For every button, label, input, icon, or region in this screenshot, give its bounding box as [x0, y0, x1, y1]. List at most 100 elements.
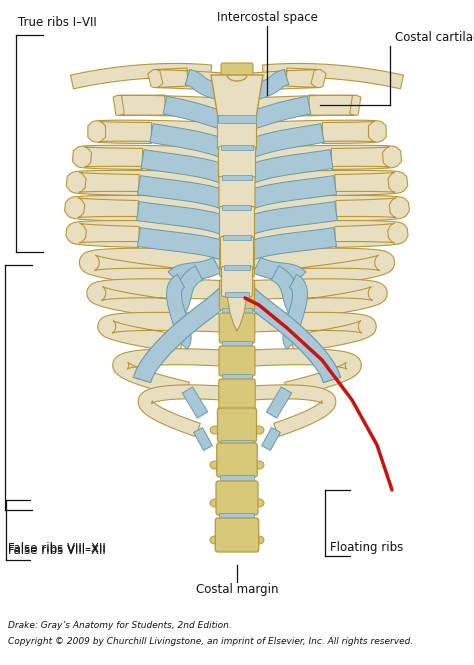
Ellipse shape: [210, 426, 220, 434]
FancyBboxPatch shape: [218, 116, 256, 150]
Polygon shape: [66, 221, 221, 247]
FancyBboxPatch shape: [220, 141, 254, 171]
Polygon shape: [163, 96, 224, 128]
FancyBboxPatch shape: [215, 518, 259, 552]
Polygon shape: [247, 150, 333, 183]
Bar: [223, 169, 251, 172]
Polygon shape: [182, 387, 208, 418]
Polygon shape: [253, 95, 361, 118]
Text: Drake: Gray’s Anatomy for Students, 2nd Edition.: Drake: Gray’s Anatomy for Students, 2nd …: [8, 620, 232, 630]
FancyBboxPatch shape: [219, 346, 255, 376]
Polygon shape: [227, 295, 247, 331]
Ellipse shape: [254, 461, 264, 469]
Ellipse shape: [210, 499, 220, 507]
Text: Intercostal space: Intercostal space: [217, 11, 318, 25]
Polygon shape: [253, 196, 410, 221]
Polygon shape: [194, 428, 212, 450]
Polygon shape: [87, 279, 221, 319]
FancyBboxPatch shape: [219, 146, 255, 180]
Polygon shape: [133, 289, 231, 382]
Bar: [224, 117, 250, 120]
Text: Costal cartilage: Costal cartilage: [395, 31, 474, 45]
Bar: [219, 513, 255, 521]
FancyBboxPatch shape: [219, 176, 255, 209]
Bar: [222, 308, 252, 315]
Bar: [218, 115, 256, 123]
Bar: [225, 292, 249, 297]
FancyBboxPatch shape: [219, 313, 255, 343]
Polygon shape: [185, 69, 221, 100]
Polygon shape: [66, 170, 221, 196]
Polygon shape: [64, 196, 221, 221]
FancyBboxPatch shape: [221, 89, 253, 119]
Polygon shape: [252, 68, 326, 91]
Polygon shape: [253, 257, 306, 284]
Bar: [223, 247, 251, 250]
Text: False ribs VIII–XII: False ribs VIII–XII: [8, 541, 106, 555]
Polygon shape: [98, 313, 221, 353]
Polygon shape: [249, 124, 324, 157]
Polygon shape: [166, 275, 191, 349]
Polygon shape: [253, 221, 408, 247]
Bar: [222, 374, 252, 381]
Text: True ribs I–VII: True ribs I–VII: [18, 15, 97, 29]
FancyBboxPatch shape: [221, 63, 253, 93]
FancyBboxPatch shape: [219, 247, 255, 277]
Bar: [223, 195, 251, 198]
FancyBboxPatch shape: [219, 280, 255, 310]
FancyBboxPatch shape: [220, 167, 254, 197]
Polygon shape: [113, 95, 221, 118]
Polygon shape: [243, 289, 341, 382]
Bar: [223, 221, 251, 224]
Bar: [220, 475, 254, 483]
Polygon shape: [263, 63, 403, 89]
Text: Copyright © 2009 by Churchill Livingstone, an imprint of Elsevier, Inc. All righ: Copyright © 2009 by Churchill Livingston…: [8, 638, 413, 646]
Polygon shape: [245, 201, 337, 235]
Polygon shape: [148, 68, 222, 91]
Bar: [223, 235, 251, 240]
Polygon shape: [137, 201, 229, 235]
Polygon shape: [253, 279, 387, 319]
Ellipse shape: [254, 499, 264, 507]
Polygon shape: [253, 385, 336, 437]
Text: Floating ribs: Floating ribs: [330, 541, 403, 555]
Polygon shape: [150, 124, 225, 157]
Polygon shape: [253, 348, 361, 398]
FancyBboxPatch shape: [219, 207, 255, 239]
Polygon shape: [266, 387, 292, 418]
FancyBboxPatch shape: [219, 379, 255, 409]
Polygon shape: [253, 69, 289, 100]
Polygon shape: [113, 348, 221, 398]
Polygon shape: [138, 385, 221, 437]
Polygon shape: [73, 145, 221, 170]
FancyBboxPatch shape: [220, 115, 254, 145]
Polygon shape: [79, 248, 221, 288]
Polygon shape: [283, 275, 308, 349]
Polygon shape: [262, 428, 280, 450]
Bar: [223, 275, 251, 282]
Ellipse shape: [254, 536, 264, 544]
Polygon shape: [253, 145, 401, 170]
Bar: [224, 91, 250, 94]
FancyBboxPatch shape: [221, 267, 253, 297]
Bar: [221, 440, 253, 446]
Polygon shape: [244, 227, 337, 261]
Ellipse shape: [254, 426, 264, 434]
Polygon shape: [253, 120, 386, 144]
Polygon shape: [168, 257, 221, 284]
Polygon shape: [253, 313, 376, 353]
Bar: [224, 143, 250, 146]
Polygon shape: [71, 63, 211, 89]
Polygon shape: [250, 96, 311, 128]
Text: False ribs VIII–XII: False ribs VIII–XII: [8, 543, 106, 557]
Bar: [224, 265, 250, 270]
Ellipse shape: [210, 461, 220, 469]
FancyBboxPatch shape: [218, 408, 256, 442]
Bar: [222, 175, 252, 180]
Polygon shape: [253, 170, 408, 196]
Polygon shape: [171, 266, 203, 316]
Polygon shape: [137, 227, 230, 261]
Bar: [222, 205, 252, 210]
Ellipse shape: [210, 536, 220, 544]
FancyBboxPatch shape: [217, 443, 257, 477]
